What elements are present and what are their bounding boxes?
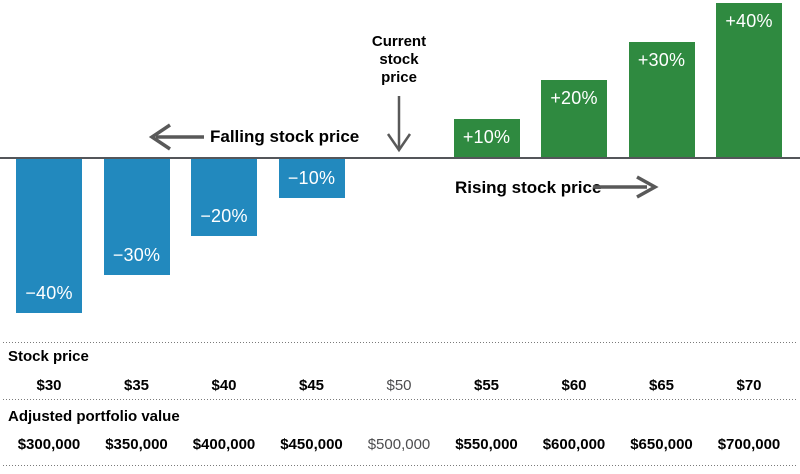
- current-label-line3: price: [381, 69, 417, 86]
- portfolio-value-cell-8: $700,000: [717, 436, 781, 453]
- stock-price-cell-8: $70: [736, 377, 762, 394]
- x-axis-line: [0, 157, 800, 159]
- table-divider-middle: [3, 399, 797, 400]
- portfolio-value-cell-7: $650,000: [630, 436, 693, 453]
- stock-price-header: Stock price: [8, 348, 89, 365]
- portfolio-value-cell-3: $450,000: [280, 436, 343, 453]
- portfolio-value-header: Adjusted portfolio value: [8, 408, 180, 425]
- bar-plus-20pct: +20%: [541, 80, 607, 157]
- stock-price-cell-3: $45: [298, 377, 325, 394]
- portfolio-value-cell-6: $600,000: [542, 436, 606, 453]
- stock-price-cell-0: $30: [36, 377, 62, 394]
- stock-price-cell-5: $55: [473, 377, 500, 394]
- rising-stock-price-label: Rising stock price: [455, 178, 602, 197]
- stock-price-row: $30 $35 $40 $45 $50 $55 $60 $65 $70: [0, 377, 800, 395]
- bar-value-label: +10%: [462, 126, 511, 147]
- bar-plus-30pct: +30%: [628, 41, 695, 157]
- current-label-line1: Current: [371, 33, 427, 50]
- bar-plus-40pct: +40%: [716, 3, 782, 157]
- falling-stock-price-label: Falling stock price: [210, 127, 360, 146]
- bar-value-label: +20%: [550, 88, 598, 108]
- stock-price-cell-2: $40: [211, 377, 237, 394]
- portfolio-value-cell-0: $300,000: [17, 436, 81, 453]
- stock-price-cell-1: $35: [123, 377, 150, 394]
- current-stock-price-label: Current stock price: [339, 33, 459, 87]
- stock-price-cell-7: $65: [648, 377, 675, 394]
- bar-value-label: −10%: [287, 167, 336, 188]
- bar-value-label: −20%: [200, 206, 248, 226]
- bar-minus-10pct: −10%: [278, 159, 345, 198]
- right-arrow-icon: [593, 175, 659, 199]
- bar-minus-40pct: −40%: [16, 159, 82, 313]
- portfolio-value-row: $300,000 $350,000 $400,000 $450,000 $500,000…: [0, 436, 800, 454]
- portfolio-value-cell-1: $350,000: [105, 436, 168, 453]
- bar-value-label: −30%: [112, 244, 161, 265]
- bar-minus-30pct: −30%: [103, 159, 170, 275]
- stock-price-cell-4: $50: [386, 377, 412, 394]
- bar-value-label: +30%: [637, 49, 686, 70]
- bar-value-label: +40%: [725, 11, 773, 31]
- stock-price-cell-6: $60: [561, 377, 587, 394]
- down-arrow-icon: [386, 96, 412, 153]
- bar-value-label: −40%: [25, 283, 73, 303]
- bar-plus-10pct: +10%: [453, 118, 520, 157]
- current-label-line2: stock: [379, 51, 419, 68]
- table-divider-bottom: [3, 465, 797, 466]
- portfolio-value-cell-5: $550,000: [455, 436, 518, 453]
- portfolio-value-cell-4: $500,000: [367, 436, 431, 453]
- bar-minus-20pct: −20%: [191, 159, 257, 236]
- table-divider-top: [3, 342, 797, 343]
- portfolio-value-cell-2: $400,000: [192, 436, 256, 453]
- left-arrow-icon: [148, 123, 204, 151]
